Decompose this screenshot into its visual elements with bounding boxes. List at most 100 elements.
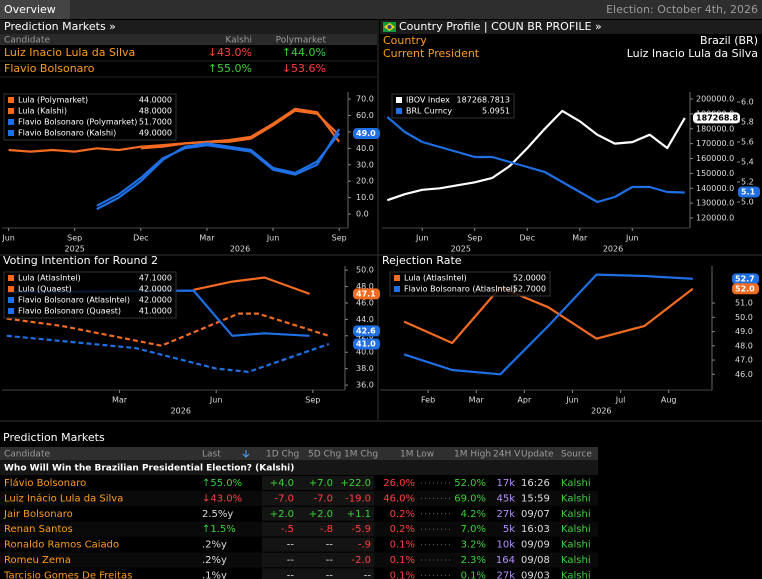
table-cell: Romeu Zema bbox=[4, 555, 71, 566]
legend-label: Lula (Quaest) bbox=[18, 285, 72, 294]
table-cell: Kalshi bbox=[561, 478, 591, 489]
table-cell: -19.0 bbox=[345, 493, 371, 504]
change-cell bbox=[262, 491, 374, 506]
sort-icon[interactable] bbox=[242, 450, 250, 458]
x-year-label: 2026 bbox=[591, 407, 611, 416]
value-tag bbox=[353, 288, 380, 300]
series-line bbox=[386, 116, 685, 204]
column-header bbox=[0, 34, 377, 45]
legend-label: Lula (AtlasIntel) bbox=[18, 274, 81, 283]
table-cell: 4.2% bbox=[461, 509, 486, 520]
column-label: 1D Chg bbox=[266, 450, 299, 460]
table-cell: 09/09 bbox=[521, 540, 550, 551]
table-cell: 0.1% bbox=[390, 570, 415, 579]
y-tick-label: 38.0 bbox=[356, 364, 374, 373]
x-tick-label: Apr bbox=[517, 396, 532, 405]
legend-value: 47.1000 bbox=[139, 274, 172, 283]
y-tick-label: 180000.0 bbox=[696, 124, 734, 133]
value-tag bbox=[732, 273, 759, 285]
change-cell bbox=[262, 476, 374, 490]
x-tick-label: Jun bbox=[625, 234, 639, 243]
table-cell: 5k bbox=[503, 524, 515, 535]
table-cell: 2.3% bbox=[461, 555, 486, 566]
x-tick-label: Mar bbox=[469, 396, 485, 405]
table-cell: .1%y bbox=[202, 570, 227, 579]
value-tag-label: 5.1 bbox=[741, 188, 756, 197]
table-cell: +22.0 bbox=[340, 478, 371, 489]
value-tag-label: 187268.8 bbox=[696, 113, 738, 122]
legend-value: 48.0000 bbox=[139, 107, 172, 116]
table-cell: -- bbox=[326, 570, 334, 579]
table-cell: Kalshi bbox=[561, 570, 591, 579]
table-header bbox=[0, 447, 598, 460]
panel-title[interactable]: Prediction Markets » bbox=[4, 20, 116, 33]
table-cell: 0.2% bbox=[390, 509, 415, 520]
y-tick-label: 170000.0 bbox=[696, 139, 734, 148]
top-bar bbox=[0, 0, 762, 19]
chart-title: Voting Intention for Round 2 bbox=[3, 254, 158, 267]
table-cell: -7.0 bbox=[274, 493, 294, 504]
table-cell: 16:26 bbox=[521, 478, 550, 489]
group-row bbox=[0, 460, 598, 475]
change-cell bbox=[262, 568, 374, 579]
series-line bbox=[6, 312, 330, 347]
value-tag bbox=[353, 128, 380, 140]
field-value: Brazil (BR) bbox=[700, 34, 758, 47]
y-tick-label: 120000.0 bbox=[696, 214, 734, 223]
y-tick-label: 10.0 bbox=[356, 193, 374, 202]
x-tick-label: Sep bbox=[67, 234, 82, 243]
y-tick-label: 40.0 bbox=[356, 144, 374, 153]
table-cell: +1.1 bbox=[347, 509, 371, 520]
table-cell: 0.1% bbox=[461, 570, 486, 579]
legend-label: Lula (Polymarket) bbox=[18, 96, 88, 105]
y-tick-label: 44.0 bbox=[356, 315, 374, 324]
value-tag bbox=[738, 186, 760, 198]
x-tick-label: Jun bbox=[1, 234, 15, 243]
table-cell: 09/07 bbox=[521, 509, 550, 520]
price: ↓43.0% bbox=[208, 46, 252, 59]
election-date: Election: October 4th, 2026 bbox=[606, 3, 758, 16]
y-tick-label: 130000.0 bbox=[696, 199, 734, 208]
x-tick-label: Sep bbox=[305, 396, 320, 405]
legend-value: 52.7000 bbox=[513, 285, 546, 294]
column-label: 1M High bbox=[454, 450, 491, 460]
x-year-label: 2026 bbox=[171, 407, 191, 416]
x-tick-label: Dec bbox=[133, 234, 148, 243]
x-tick-label: Mar bbox=[112, 396, 128, 405]
y-tick-label: 20.0 bbox=[356, 177, 374, 186]
x-tick-label: Feb bbox=[421, 396, 435, 405]
table-cell: 09/08 bbox=[521, 555, 550, 566]
x-tick-label: Mar bbox=[572, 234, 588, 243]
group-title: Who Will Win the Brazilian Presidential … bbox=[4, 464, 294, 474]
x-tick-label: Aug bbox=[661, 396, 677, 405]
table-cell: 16:03 bbox=[521, 524, 550, 535]
table-cell: 69.0% bbox=[454, 493, 486, 504]
tab[interactable] bbox=[0, 0, 70, 19]
value-tag bbox=[353, 338, 380, 350]
legend-label: Flavio Bolsonaro (AtlasIntel) bbox=[18, 296, 130, 305]
candidate: Flavio Bolsonaro bbox=[4, 62, 95, 75]
change-cell bbox=[262, 537, 374, 552]
x-tick-label: Jun bbox=[565, 396, 579, 405]
x-tick-label: Dec bbox=[520, 234, 535, 243]
table-cell: +7.0 bbox=[309, 478, 333, 489]
table-cell: -- bbox=[287, 555, 295, 566]
table-cell: Ronaldo Ramos Caiado bbox=[4, 540, 119, 551]
change-cell bbox=[262, 506, 374, 521]
column-label: Candidate bbox=[4, 450, 50, 460]
panel-title[interactable]: Country Profile | COUN BR PROFILE » bbox=[399, 20, 602, 33]
table-cell: -.5 bbox=[281, 524, 294, 535]
x-tick-label: Jun bbox=[415, 234, 429, 243]
series-line bbox=[96, 132, 341, 211]
x-tick-label: Jun bbox=[209, 396, 223, 405]
page-title: Overview bbox=[4, 3, 56, 16]
table-cell: -5.9 bbox=[351, 524, 371, 535]
series-line bbox=[6, 334, 330, 373]
series-line bbox=[140, 109, 340, 150]
table-cell: 164 bbox=[496, 555, 515, 566]
legend-swatch bbox=[396, 108, 402, 114]
table-cell: Kalshi bbox=[561, 493, 591, 504]
column-label: Last bbox=[202, 450, 221, 460]
column-label: 1M Chg bbox=[344, 450, 378, 460]
y2-tick-label: 5.8 bbox=[741, 118, 754, 127]
